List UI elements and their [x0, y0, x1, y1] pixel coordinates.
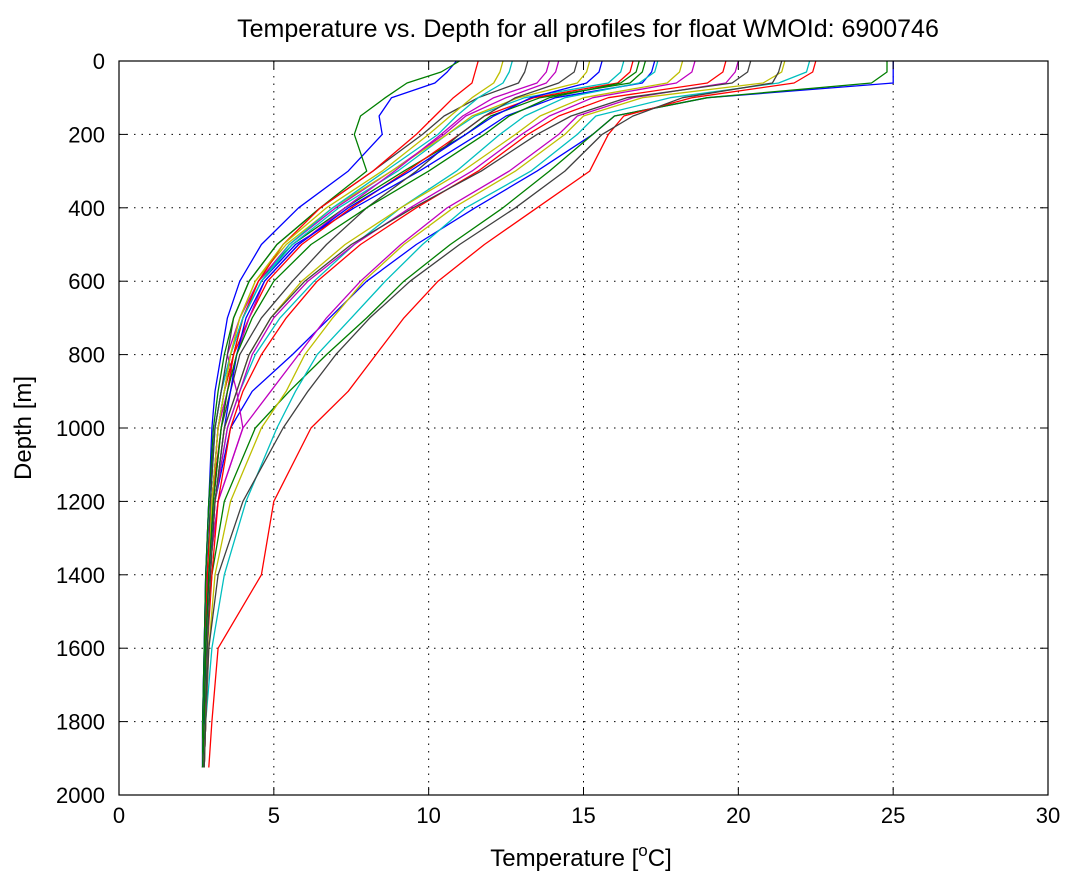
y-tick-label: 200 — [68, 122, 105, 147]
y-tick-label: 2000 — [56, 783, 105, 808]
profile-line — [201, 60, 479, 768]
y-tick-label: 1600 — [56, 636, 105, 661]
y-tick-label: 1800 — [56, 710, 105, 735]
x-axis-label-main: Temperature [ — [490, 845, 638, 872]
profile-line — [208, 60, 817, 768]
x-tick-label: 0 — [113, 803, 125, 828]
x-axis-label: Temperature [oC] — [490, 841, 672, 872]
axis-ticks: 0 5 10 15 20 25 30 0 200 400 600 800 1000 1200 1400 160… — [56, 49, 1060, 828]
y-axis-label: Depth [m] — [10, 376, 37, 480]
x-tick-label: 5 — [268, 803, 280, 828]
x-tick-label: 15 — [571, 803, 595, 828]
x-tick-label: 30 — [1036, 803, 1060, 828]
x-tick-label: 10 — [416, 803, 440, 828]
profile-line — [203, 60, 727, 768]
chart-title: Temperature vs. Depth for all profiles f… — [237, 15, 939, 43]
y-tick-label: 400 — [68, 196, 105, 221]
y-tick-label: 1400 — [56, 563, 105, 588]
y-tick-label: 1000 — [56, 416, 105, 441]
profile-line — [203, 60, 786, 768]
y-tick-label: 600 — [68, 269, 105, 294]
profile-line — [203, 60, 752, 768]
x-axis-label-end: C] — [648, 845, 672, 872]
x-tick-label: 20 — [726, 803, 750, 828]
x-tick-label: 25 — [881, 803, 905, 828]
profile-line — [203, 60, 811, 768]
y-tick-label: 1200 — [56, 489, 105, 514]
plot-area — [119, 61, 1048, 795]
profile-line — [203, 60, 783, 768]
x-axis-label-superscript: o — [638, 841, 647, 860]
profile-series-group — [201, 60, 894, 768]
y-tick-label: 0 — [93, 49, 105, 74]
profile-line — [201, 60, 460, 768]
profile-line — [201, 60, 640, 768]
y-tick-label: 800 — [68, 343, 105, 368]
